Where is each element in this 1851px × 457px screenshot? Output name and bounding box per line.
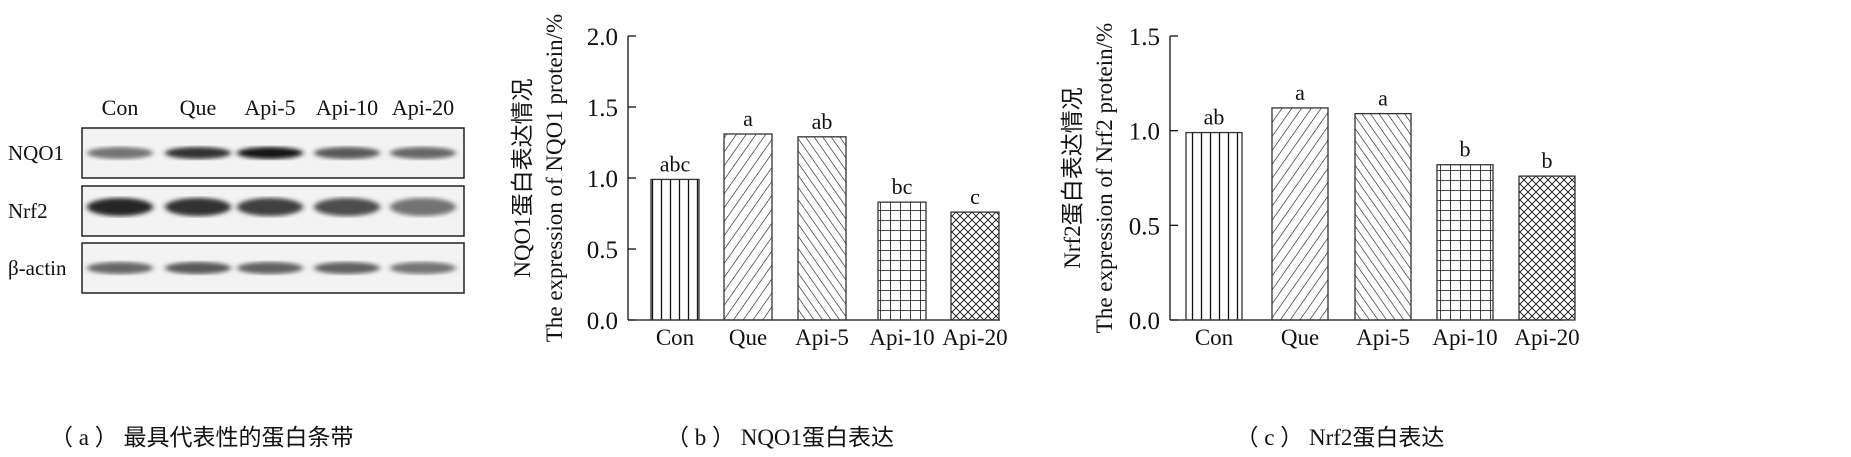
significance-label: c	[970, 184, 980, 209]
y-axis-label-en: The expression of Nrf2 protein/%	[1092, 23, 1117, 333]
y-tick-label: 0.5	[1129, 213, 1160, 240]
bar-con	[650, 178, 700, 321]
bar-que	[1271, 107, 1329, 321]
significance-label: a	[743, 106, 753, 131]
protein-band	[87, 262, 153, 274]
protein-band	[165, 262, 231, 274]
panel-caption: （ a ） 最具代表性的蛋白条带	[50, 425, 353, 450]
x-tick-label: Con	[656, 325, 695, 350]
significance-label: ab	[1204, 105, 1225, 130]
nrf2-bar-chart: 0.0 0.5 1.0 1.5 ab Con a Que a Api-5 b Api-10 b Api-2…	[1060, 23, 1580, 450]
bar-que	[723, 133, 773, 321]
x-tick-label: Api-10	[1432, 325, 1497, 350]
bar-api-20	[1518, 175, 1576, 321]
protein-label: β-actin	[8, 256, 67, 280]
western-blot-panel: Con Que Api-5 Api-10 Api-20 NQO1 Nrf2 β-actin （ …	[8, 95, 465, 450]
protein-band	[390, 147, 456, 159]
bar-api-5	[1354, 112, 1412, 321]
protein-band	[314, 147, 380, 159]
chart-caption: （ b ） NQO1蛋白表达	[666, 425, 894, 450]
bar-api-10	[1436, 164, 1494, 321]
protein-label: Nrf2	[8, 199, 48, 223]
protein-band	[390, 198, 456, 216]
chart-caption: （ c ） Nrf2蛋白表达	[1236, 425, 1445, 450]
protein-band	[87, 147, 153, 159]
x-tick-label: Con	[1195, 325, 1234, 350]
protein-band	[237, 262, 303, 274]
significance-label: b	[1460, 137, 1471, 162]
nqo1-bar-chart: 0.0 0.5 1.0 1.5 2.0 abc Con a Que ab Api-5 bc Api-10…	[510, 14, 1008, 450]
significance-label: a	[1378, 86, 1388, 111]
protein-band	[314, 262, 380, 274]
protein-band	[314, 198, 380, 216]
protein-band	[237, 147, 303, 159]
significance-label: ab	[812, 109, 833, 134]
y-tick-label: 2.0	[587, 24, 618, 51]
protein-label: NQO1	[8, 141, 64, 165]
x-tick-label: Que	[1281, 325, 1319, 350]
lane-label: Que	[180, 95, 217, 120]
y-axis-label-cn: Nrf2蛋白表达情况	[1060, 87, 1085, 268]
significance-label: bc	[892, 174, 913, 199]
protein-band	[237, 198, 303, 216]
y-tick-label: 0.0	[587, 308, 618, 335]
lane-label: Con	[102, 95, 139, 120]
y-tick-label: 1.5	[587, 95, 618, 122]
significance-label: abc	[660, 151, 691, 176]
y-axis-label-cn: NQO1蛋白表达情况	[510, 78, 535, 277]
x-tick-label: Api-5	[795, 325, 849, 350]
y-axis-label-en: The expression of NQO1 protein/%	[542, 14, 567, 342]
y-tick-label: 1.0	[1129, 119, 1160, 146]
y-tick-label: 0.0	[1129, 308, 1160, 335]
bar-api-5	[797, 136, 847, 321]
x-tick-label: Api-20	[1514, 325, 1579, 350]
lane-label: Api-5	[244, 95, 295, 120]
y-tick-label: 0.5	[587, 237, 618, 264]
protein-band	[165, 147, 231, 159]
y-tick-label: 1.0	[587, 166, 618, 193]
x-tick-label: Api-20	[942, 325, 1007, 350]
protein-band	[87, 198, 153, 216]
protein-band	[390, 262, 456, 274]
lane-label: Api-10	[316, 95, 378, 120]
bar-con	[1185, 131, 1243, 321]
lane-label: Api-20	[392, 95, 454, 120]
y-tick-label: 1.5	[1129, 24, 1160, 51]
bar-api-10	[877, 201, 927, 321]
significance-label: b	[1542, 148, 1553, 173]
x-tick-label: Que	[729, 325, 767, 350]
bar-api-20	[950, 211, 1000, 321]
protein-band	[165, 198, 231, 216]
significance-label: a	[1295, 80, 1305, 105]
x-tick-label: Api-5	[1356, 325, 1410, 350]
x-tick-label: Api-10	[869, 325, 934, 350]
